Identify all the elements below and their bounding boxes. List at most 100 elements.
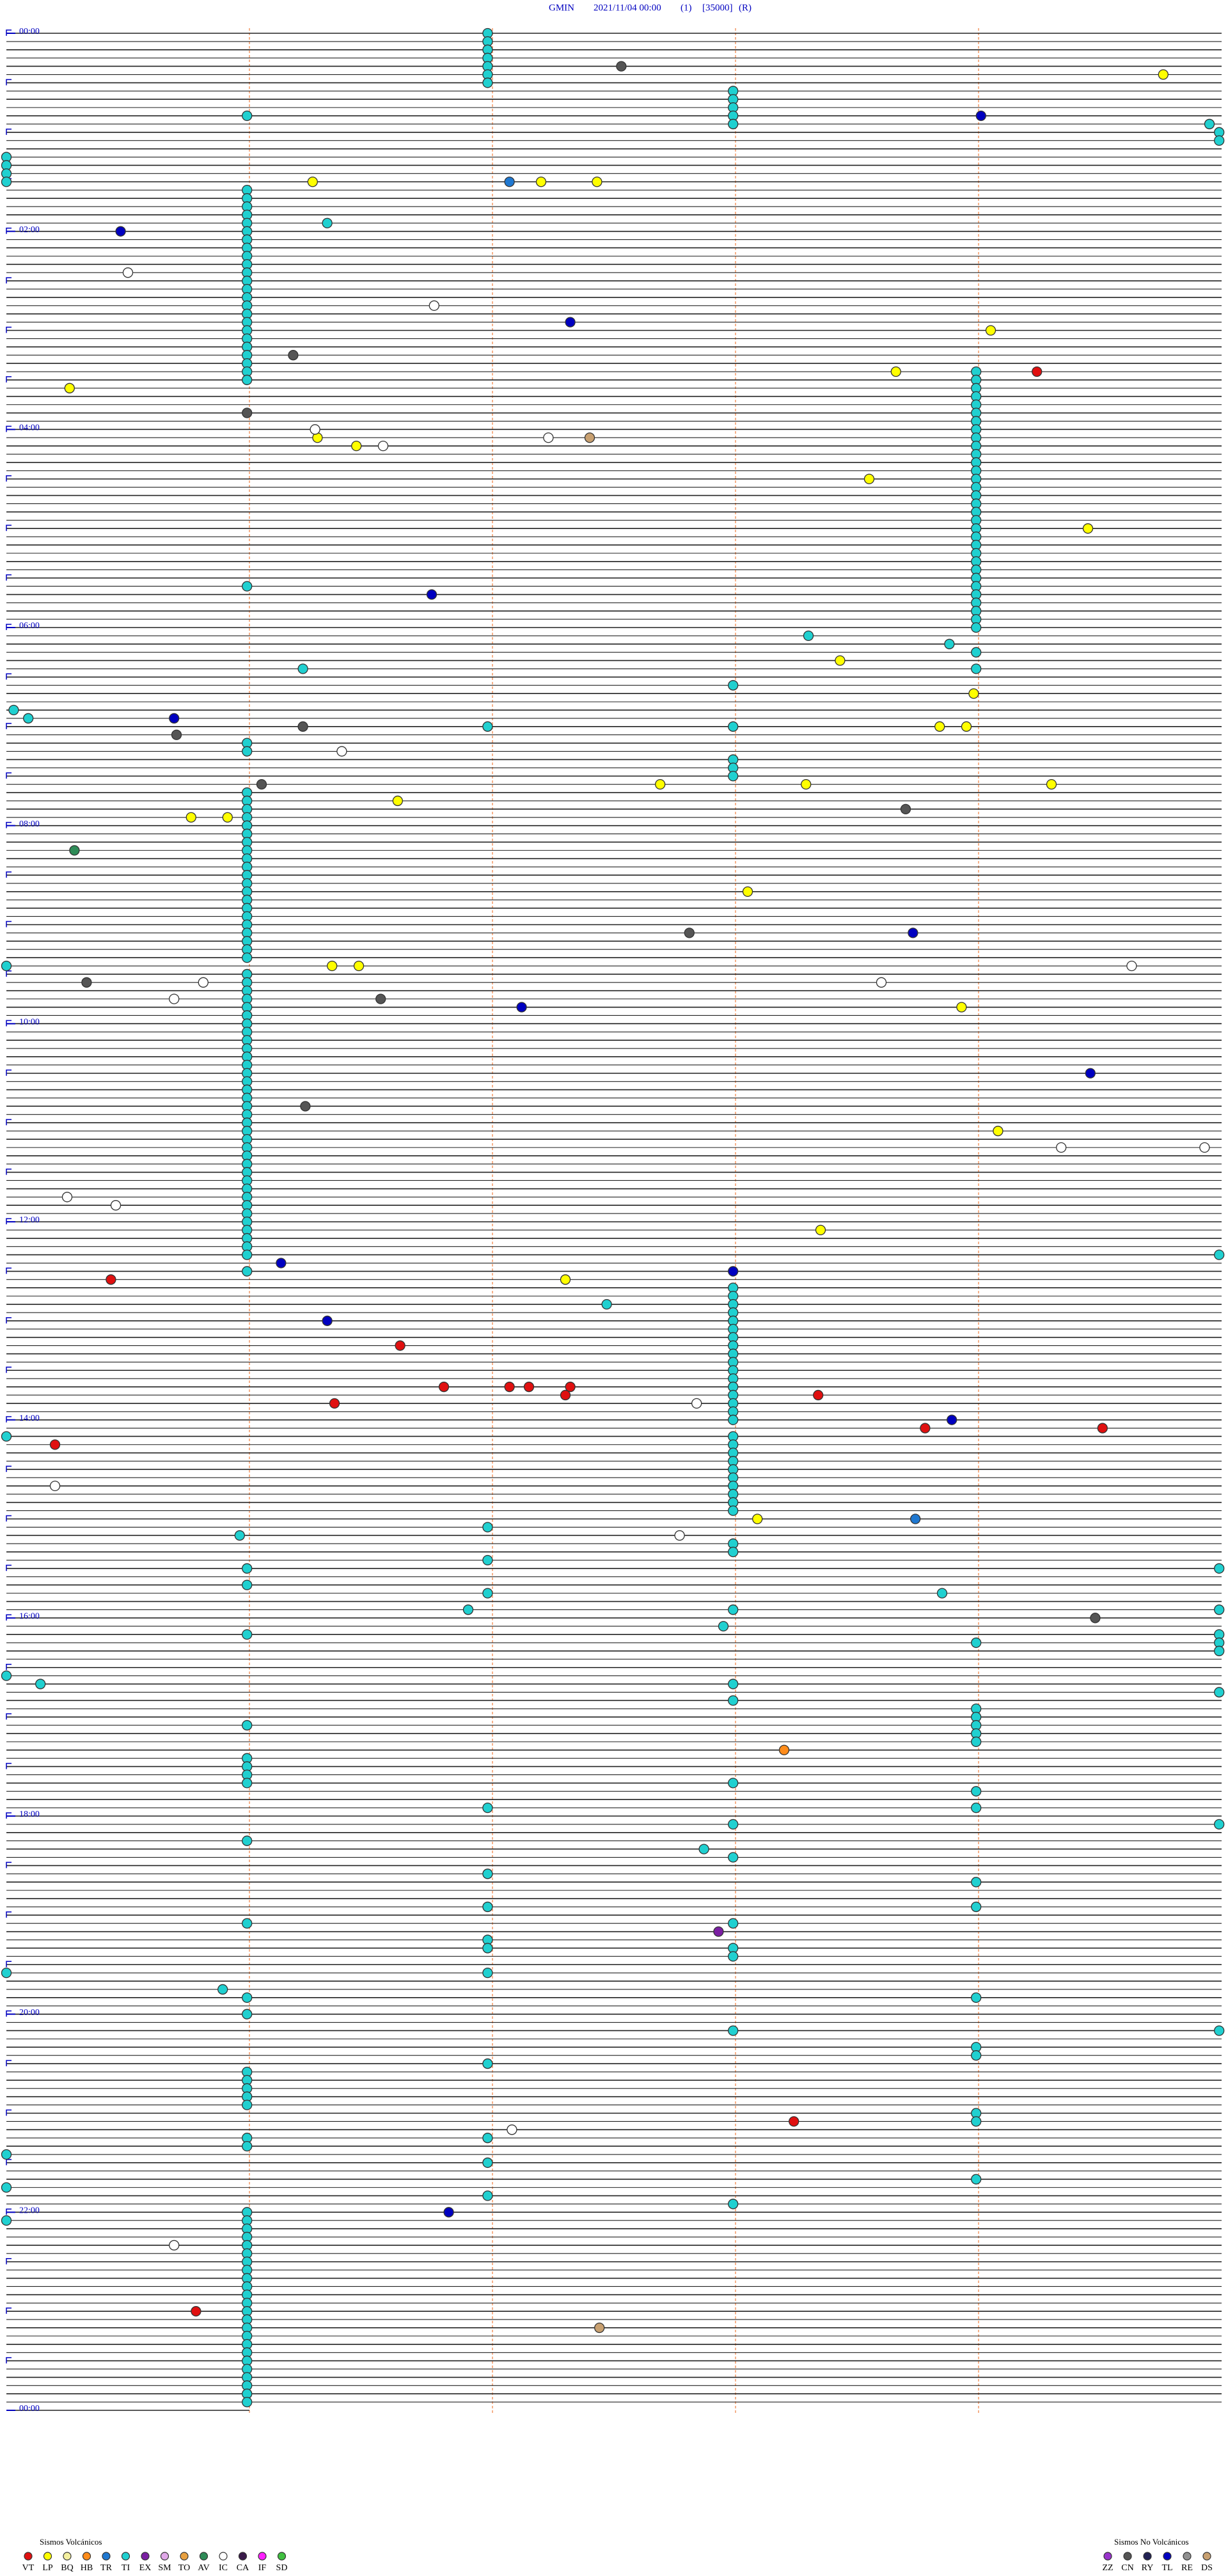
event-ds [594, 2322, 605, 2334]
event-tl [276, 1258, 287, 1268]
event-lp [1046, 779, 1057, 790]
event-ti [971, 2116, 982, 2127]
event-ti [482, 721, 493, 732]
event-ic [110, 1200, 122, 1211]
event-ti [242, 1992, 253, 2003]
hour-label: 18:00 [19, 1810, 40, 1819]
event-tl [1085, 1068, 1096, 1079]
hour-label: 16:00 [19, 1612, 40, 1622]
legend-code: EX [139, 2563, 152, 2573]
half-hour-mark [6, 1070, 12, 1076]
event-cn [616, 61, 627, 72]
legend-code: BQ [61, 2563, 73, 2573]
legend-code: RE [1181, 2563, 1193, 2573]
event-ti [1214, 1604, 1225, 1615]
legend-swatch [1103, 2552, 1112, 2561]
event-ti [728, 2199, 739, 2209]
legend-code: LP [42, 2563, 53, 2573]
half-hour-mark [6, 1267, 12, 1274]
half-hour-mark [6, 1961, 12, 1968]
event-ti [728, 1414, 739, 1425]
hour-label: 00:00 [19, 27, 40, 36]
half-hour-mark [6, 673, 12, 680]
hour-label: 14:00 [19, 1414, 40, 1423]
event-ti [242, 746, 253, 757]
event-ti [971, 622, 982, 633]
event-ti [1214, 1819, 1225, 1830]
event-tl [322, 1315, 333, 1326]
half-hour-mark [6, 1861, 12, 1869]
event-tr [910, 1513, 921, 1524]
event-lp [1158, 69, 1169, 80]
hour-label: 04:00 [19, 423, 40, 433]
legend-swatch [82, 2552, 91, 2561]
event-lp [993, 1125, 1004, 1137]
event-vt [565, 1381, 576, 1393]
half-hour-mark [6, 129, 12, 135]
event-ti [1, 2149, 12, 2160]
event-ti [482, 2133, 493, 2144]
event-vt [191, 2306, 201, 2317]
event-ti [718, 1621, 729, 1632]
event-ti [1204, 118, 1215, 130]
legend-code: CN [1121, 2563, 1133, 2573]
half-hour-mark [6, 1515, 12, 1522]
event-vt [523, 1381, 535, 1393]
event-ti [242, 1918, 253, 1929]
event-ic [49, 1480, 61, 1492]
event-ti [728, 721, 739, 732]
event-ti [482, 1588, 493, 1599]
event-ti [1, 1968, 12, 1979]
event-ti [242, 374, 253, 386]
event-ti [482, 1943, 493, 1954]
event-ti [1, 1431, 12, 1442]
legend-swatch [199, 2552, 209, 2561]
event-tl [728, 1266, 739, 1277]
half-hour-mark [6, 1168, 12, 1175]
event-ti [242, 110, 253, 122]
event-cn [1090, 1613, 1101, 1624]
event-ti [242, 1835, 253, 1846]
event-lp [752, 1513, 763, 1524]
event-ti [971, 1877, 982, 1888]
event-lp [560, 1274, 571, 1285]
scale: [35000] [702, 3, 733, 13]
legend-code: IC [219, 2563, 228, 2573]
half-hour-mark [6, 1317, 12, 1324]
event-lp [956, 1002, 967, 1013]
event-ic [1199, 1142, 1210, 1153]
event-ti [242, 1719, 253, 1731]
event-ti [728, 1695, 739, 1706]
half-hour-mark [6, 1119, 12, 1126]
event-cn [375, 993, 386, 1004]
event-ti [217, 1984, 228, 1995]
half-hour-mark [6, 326, 12, 333]
event-ti [242, 2396, 253, 2408]
event-ic [377, 440, 389, 452]
legend-code: SM [158, 2563, 171, 2573]
event-ti [242, 1266, 253, 1277]
traces [6, 29, 1222, 2411]
half-hour-mark [6, 2258, 12, 2264]
event-ti [728, 1505, 739, 1516]
event-lp [815, 1224, 826, 1236]
event-lp [327, 960, 338, 972]
event-ic [336, 746, 347, 757]
event-lp [535, 177, 547, 187]
legend-code: DS [1201, 2563, 1213, 2573]
event-ti [242, 1778, 253, 1789]
event-cn [900, 803, 911, 815]
event-cn [256, 779, 267, 790]
half-hour-mark [6, 1664, 12, 1670]
event-ti [1214, 1645, 1225, 1657]
event-lp [890, 366, 901, 377]
legend-code: RY [1142, 2563, 1154, 2573]
event-vt [395, 1340, 405, 1351]
event-cn [242, 407, 253, 418]
event-ti [242, 1629, 253, 1640]
event-ti [971, 2050, 982, 2061]
event-lp [222, 812, 233, 823]
legend-swatch [258, 2552, 267, 2561]
event-ti [242, 581, 253, 592]
event-ti [234, 1530, 245, 1541]
